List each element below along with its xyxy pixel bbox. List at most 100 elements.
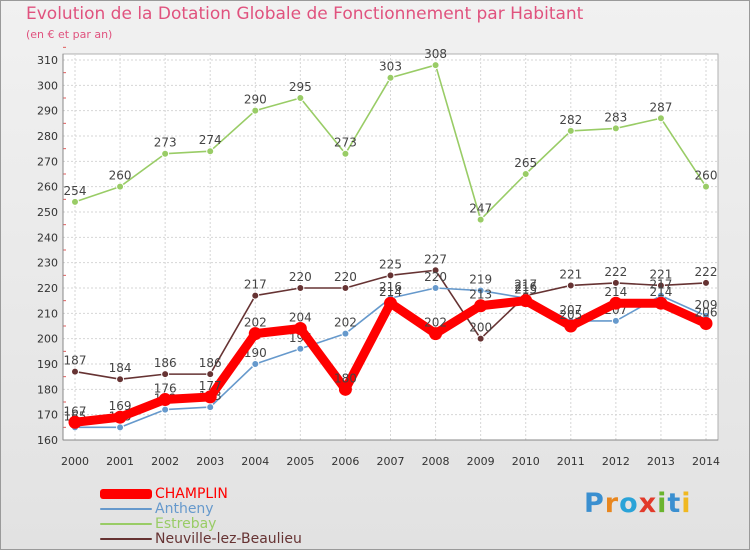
data-label: 254	[64, 184, 87, 198]
data-label: 217	[514, 278, 537, 292]
data-point	[611, 278, 620, 287]
legend-item-antheny[interactable]: Antheny	[100, 501, 302, 516]
data-point	[476, 334, 485, 343]
x-tick-label: 2003	[196, 455, 224, 468]
data-label: 283	[604, 110, 627, 124]
data-label: 260	[109, 169, 132, 183]
y-tick-label: 300	[37, 79, 58, 92]
legend-item-neuville[interactable]: Neuville-lez-Beaulieu	[100, 531, 302, 546]
x-tick-label: 2001	[106, 455, 134, 468]
y-tick-label: 210	[37, 307, 58, 320]
data-point	[476, 215, 485, 224]
data-point	[296, 284, 305, 292]
legend-label: Antheny	[155, 500, 214, 517]
logo-letter: o	[619, 488, 639, 519]
data-label: 247	[469, 202, 492, 216]
data-point	[296, 344, 305, 353]
chart-title: Evolution de la Dotation Globale de Fonc…	[26, 4, 584, 24]
data-point	[474, 299, 488, 313]
data-point	[431, 266, 440, 275]
logo-letter: i	[681, 488, 692, 519]
legend-label: Estrebay	[155, 515, 217, 532]
logo-letter: i	[657, 488, 668, 519]
logo-letter: x	[638, 488, 658, 519]
x-tick-label: 2009	[467, 455, 495, 468]
data-point	[293, 322, 307, 336]
data-label: 273	[334, 136, 357, 150]
legend-swatch	[100, 507, 152, 510]
data-point	[113, 410, 127, 424]
data-point	[206, 403, 215, 412]
data-point	[248, 327, 262, 341]
legend-swatch	[100, 522, 152, 525]
data-point	[116, 423, 125, 432]
data-label: 220	[334, 270, 357, 284]
data-label: 282	[559, 113, 582, 127]
data-point	[71, 197, 79, 206]
data-label: 186	[199, 356, 222, 370]
y-tick-label: 250	[37, 206, 58, 219]
y-tick-label: 310	[37, 54, 58, 67]
data-point	[609, 296, 623, 310]
data-label: 206	[695, 305, 718, 319]
data-point	[338, 382, 352, 396]
y-tick-label: 160	[37, 434, 58, 447]
data-label: 303	[379, 60, 402, 74]
data-label: 176	[154, 381, 177, 395]
y-tick-label: 290	[37, 105, 58, 118]
data-point	[431, 61, 440, 70]
data-label: 214	[379, 285, 402, 299]
data-point	[71, 367, 79, 376]
data-label: 260	[695, 169, 718, 183]
data-label: 274	[199, 133, 222, 147]
data-label: 207	[559, 303, 582, 317]
data-label: 290	[244, 93, 267, 107]
data-point	[251, 106, 260, 115]
legend-item-champlin[interactable]: CHAMPLIN	[100, 486, 302, 501]
legend: CHAMPLIN Antheny Estrebay Neuville-lez-B…	[100, 486, 302, 546]
data-point	[656, 114, 665, 123]
x-tick-label: 2004	[241, 455, 269, 468]
data-point	[161, 370, 170, 379]
y-tick-label: 190	[37, 358, 58, 371]
data-point	[116, 375, 125, 384]
data-point	[251, 360, 260, 368]
chart-subtitle: (en € et par an)	[26, 28, 113, 41]
data-label: 265	[514, 156, 537, 170]
legend-swatch	[100, 537, 152, 540]
data-label: 204	[289, 311, 312, 325]
data-point	[611, 316, 620, 325]
data-label: 217	[244, 278, 267, 292]
logo-letter: t	[667, 488, 682, 519]
y-tick-label: 170	[37, 409, 58, 422]
data-point	[296, 94, 305, 102]
data-label: 214	[604, 285, 627, 299]
data-label: 221	[649, 267, 672, 281]
data-point	[203, 390, 217, 404]
data-label: 186	[154, 356, 177, 370]
legend-label: Neuville-lez-Beaulieu	[155, 530, 302, 547]
data-point	[431, 284, 440, 292]
data-label: 308	[424, 47, 447, 61]
data-point	[699, 316, 713, 330]
data-point	[161, 405, 170, 414]
data-point	[611, 124, 620, 133]
data-label: 217	[649, 278, 672, 292]
data-label: 221	[559, 267, 582, 281]
y-tick-label: 240	[37, 231, 58, 244]
data-label: 219	[469, 273, 492, 287]
data-point	[519, 294, 533, 308]
data-label: 202	[244, 316, 267, 330]
x-tick-label: 2014	[692, 455, 720, 468]
data-label: 180	[334, 371, 357, 385]
data-label: 187	[64, 354, 87, 368]
logo-letter: P	[584, 488, 605, 519]
x-tick-label: 2013	[647, 455, 675, 468]
data-point	[476, 286, 485, 295]
data-point	[206, 370, 215, 379]
data-label: 220	[424, 270, 447, 284]
x-tick-label: 2002	[151, 455, 179, 468]
data-point	[384, 296, 397, 310]
data-point	[654, 296, 668, 310]
legend-item-estrebay[interactable]: Estrebay	[100, 516, 302, 531]
